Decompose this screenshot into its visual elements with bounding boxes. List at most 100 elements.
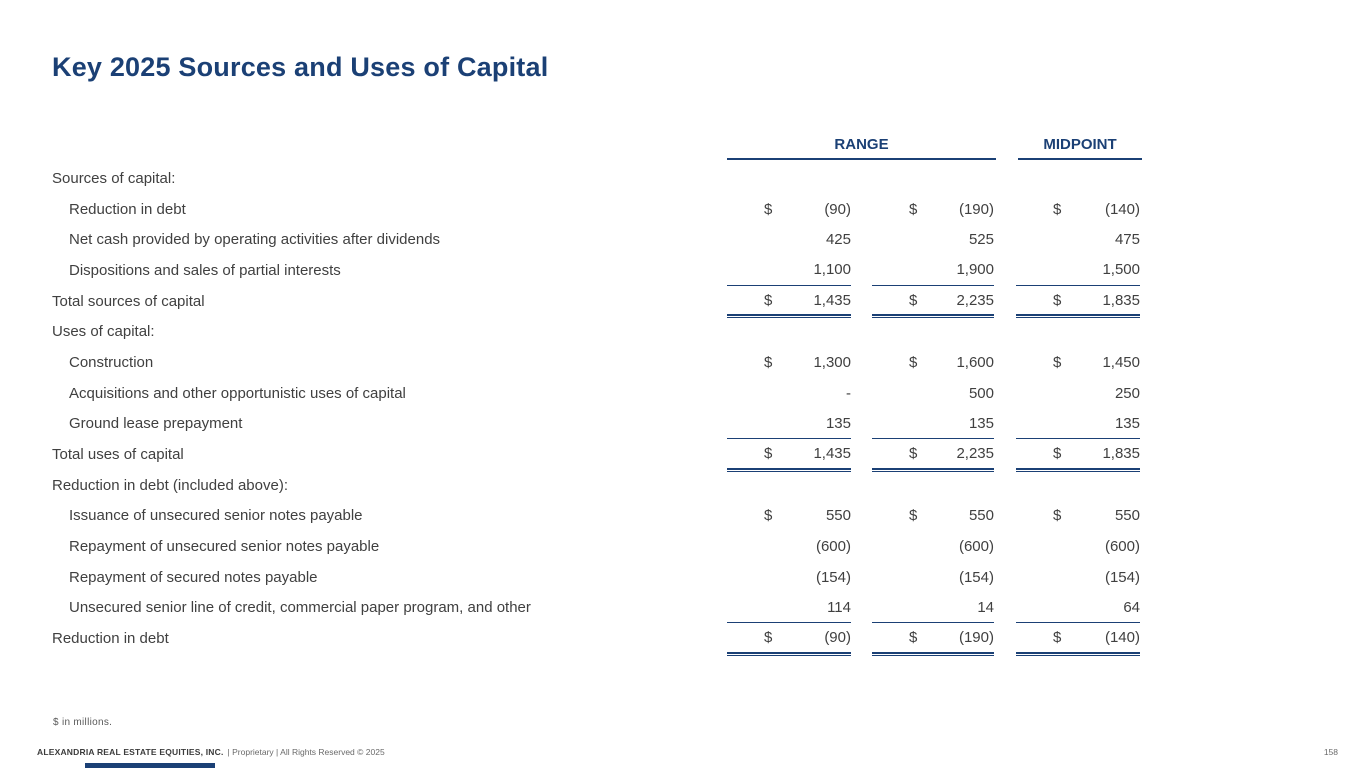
cell-value: (140) xyxy=(1104,200,1140,218)
cell-value: 1,900 xyxy=(956,261,994,279)
cell-value: (190) xyxy=(958,629,994,647)
row-label: Total uses of capital xyxy=(52,446,184,464)
cell-value: (600) xyxy=(815,538,851,556)
midpoint-cell: 1,500 xyxy=(1016,255,1140,286)
cell-value: 525 xyxy=(968,231,994,249)
cell-value: - xyxy=(846,384,851,402)
dollar-sign: $ xyxy=(764,629,773,647)
cell-value: (600) xyxy=(958,538,994,556)
cell-value: 1,100 xyxy=(813,261,851,279)
range-high-cell: (600) xyxy=(872,531,994,562)
cell-value: 550 xyxy=(825,507,851,525)
cell-value: 425 xyxy=(825,231,851,249)
dollar-sign: $ xyxy=(764,200,773,218)
slide-footer: ALEXANDRIA REAL ESTATE EQUITIES, INC. | … xyxy=(37,747,1338,757)
cell-value: 1,835 xyxy=(1102,445,1140,463)
dollar-sign: $ xyxy=(1053,353,1062,371)
cell-value: 1,435 xyxy=(813,445,851,463)
range-high-cell: $2,235 xyxy=(872,286,994,319)
dollar-sign: $ xyxy=(1053,291,1062,309)
row-label: Net cash provided by operating activitie… xyxy=(69,231,441,249)
cell-value: 250 xyxy=(1114,384,1140,402)
range-low-cell: 1,100 xyxy=(727,255,851,286)
range-high-cell xyxy=(872,163,994,194)
row-label: Ground lease prepayment xyxy=(69,415,243,433)
table-row: Issuance of unsecured senior notes payab… xyxy=(52,501,1142,532)
dollar-sign: $ xyxy=(1053,445,1062,463)
cell-value: (600) xyxy=(1104,538,1140,556)
range-low-cell: $1,300 xyxy=(727,347,851,378)
cell-value: 135 xyxy=(1114,414,1140,432)
midpoint-cell: $1,835 xyxy=(1016,439,1140,472)
range-low-cell: 114 xyxy=(727,593,851,624)
table-row-section: Uses of capital: xyxy=(52,316,1142,347)
cell-value: 114 xyxy=(827,598,851,616)
range-high-cell: $550 xyxy=(872,501,994,532)
dollar-sign: $ xyxy=(1053,629,1062,647)
dollar-sign: $ xyxy=(909,445,918,463)
table-row-section: Reduction in debt (included above): xyxy=(52,470,1142,501)
range-high-cell: 14 xyxy=(872,593,994,624)
range-low-cell: - xyxy=(727,378,851,409)
table-row: Net cash provided by operating activitie… xyxy=(52,224,1142,255)
cell-value: 500 xyxy=(968,384,994,402)
cell-value: (140) xyxy=(1104,629,1140,647)
rights-text: | Proprietary | All Rights Reserved © 20… xyxy=(227,747,385,757)
table-row: Construction $1,300 $1,600 $1,450 xyxy=(52,347,1142,378)
dollar-sign: $ xyxy=(909,629,918,647)
range-high-cell: $1,600 xyxy=(872,347,994,378)
table-row: Ground lease prepayment 135 135 135 xyxy=(52,409,1142,440)
range-low-cell xyxy=(727,163,851,194)
cell-value: 1,450 xyxy=(1102,353,1140,371)
range-low-cell: $1,435 xyxy=(727,439,851,472)
midpoint-cell: (154) xyxy=(1016,562,1140,593)
row-label: Repayment of secured notes payable xyxy=(69,568,318,586)
range-low-cell: $1,435 xyxy=(727,286,851,319)
company-name: ALEXANDRIA REAL ESTATE EQUITIES, INC. xyxy=(37,747,224,757)
dollar-sign: $ xyxy=(764,445,773,463)
table-row-section: Sources of capital: xyxy=(52,163,1142,194)
cell-value: 475 xyxy=(1114,231,1140,249)
range-high-cell: $ (190) xyxy=(872,194,994,225)
table-row-total: Total uses of capital $1,435 $2,235 $1,8… xyxy=(52,439,1142,472)
footnote: $ in millions. xyxy=(53,717,113,728)
range-low-cell: (154) xyxy=(727,562,851,593)
range-low-cell: 135 xyxy=(727,409,851,440)
dollar-sign: $ xyxy=(764,507,773,525)
midpoint-cell: 475 xyxy=(1016,224,1140,255)
range-high-cell: (154) xyxy=(872,562,994,593)
column-gap xyxy=(996,128,1018,160)
midpoint-cell: 135 xyxy=(1016,409,1140,440)
cell-value: 2,235 xyxy=(956,291,994,309)
table-row-total: Total sources of capital $1,435 $2,235 $… xyxy=(52,286,1142,319)
cell-value: 135 xyxy=(825,414,851,432)
page-title: Key 2025 Sources and Uses of Capital xyxy=(52,52,549,82)
dollar-sign: $ xyxy=(764,353,773,371)
cell-value: 14 xyxy=(977,598,994,616)
midpoint-cell: $1,835 xyxy=(1016,286,1140,319)
row-label: Repayment of unsecured senior notes paya… xyxy=(69,538,380,556)
table-row: Dispositions and sales of partial intere… xyxy=(52,255,1142,286)
table-row: Acquisitions and other opportunistic use… xyxy=(52,378,1142,409)
row-label: Reduction in debt xyxy=(69,200,186,218)
cell-value: 1,500 xyxy=(1102,261,1140,279)
cell-value: (154) xyxy=(815,568,851,586)
row-label: Dispositions and sales of partial intere… xyxy=(69,261,341,279)
midpoint-cell: $ (140) xyxy=(1016,623,1140,656)
cell-value: (154) xyxy=(1104,568,1140,586)
range-low-cell: 425 xyxy=(727,224,851,255)
row-label: Uses of capital: xyxy=(52,323,155,341)
row-label: Total sources of capital xyxy=(52,292,205,310)
cell-value: 135 xyxy=(968,414,994,432)
midpoint-cell: 64 xyxy=(1016,593,1140,624)
cell-value: 1,300 xyxy=(813,353,851,371)
range-high-cell: $2,235 xyxy=(872,439,994,472)
range-high-cell: $ (190) xyxy=(872,623,994,656)
cell-value: 1,600 xyxy=(956,353,994,371)
range-header: RANGE xyxy=(727,136,996,160)
row-label: Sources of capital: xyxy=(52,169,176,187)
footer-accent-bar xyxy=(85,763,215,768)
range-high-cell: 525 xyxy=(872,224,994,255)
midpoint-cell: 250 xyxy=(1016,378,1140,409)
